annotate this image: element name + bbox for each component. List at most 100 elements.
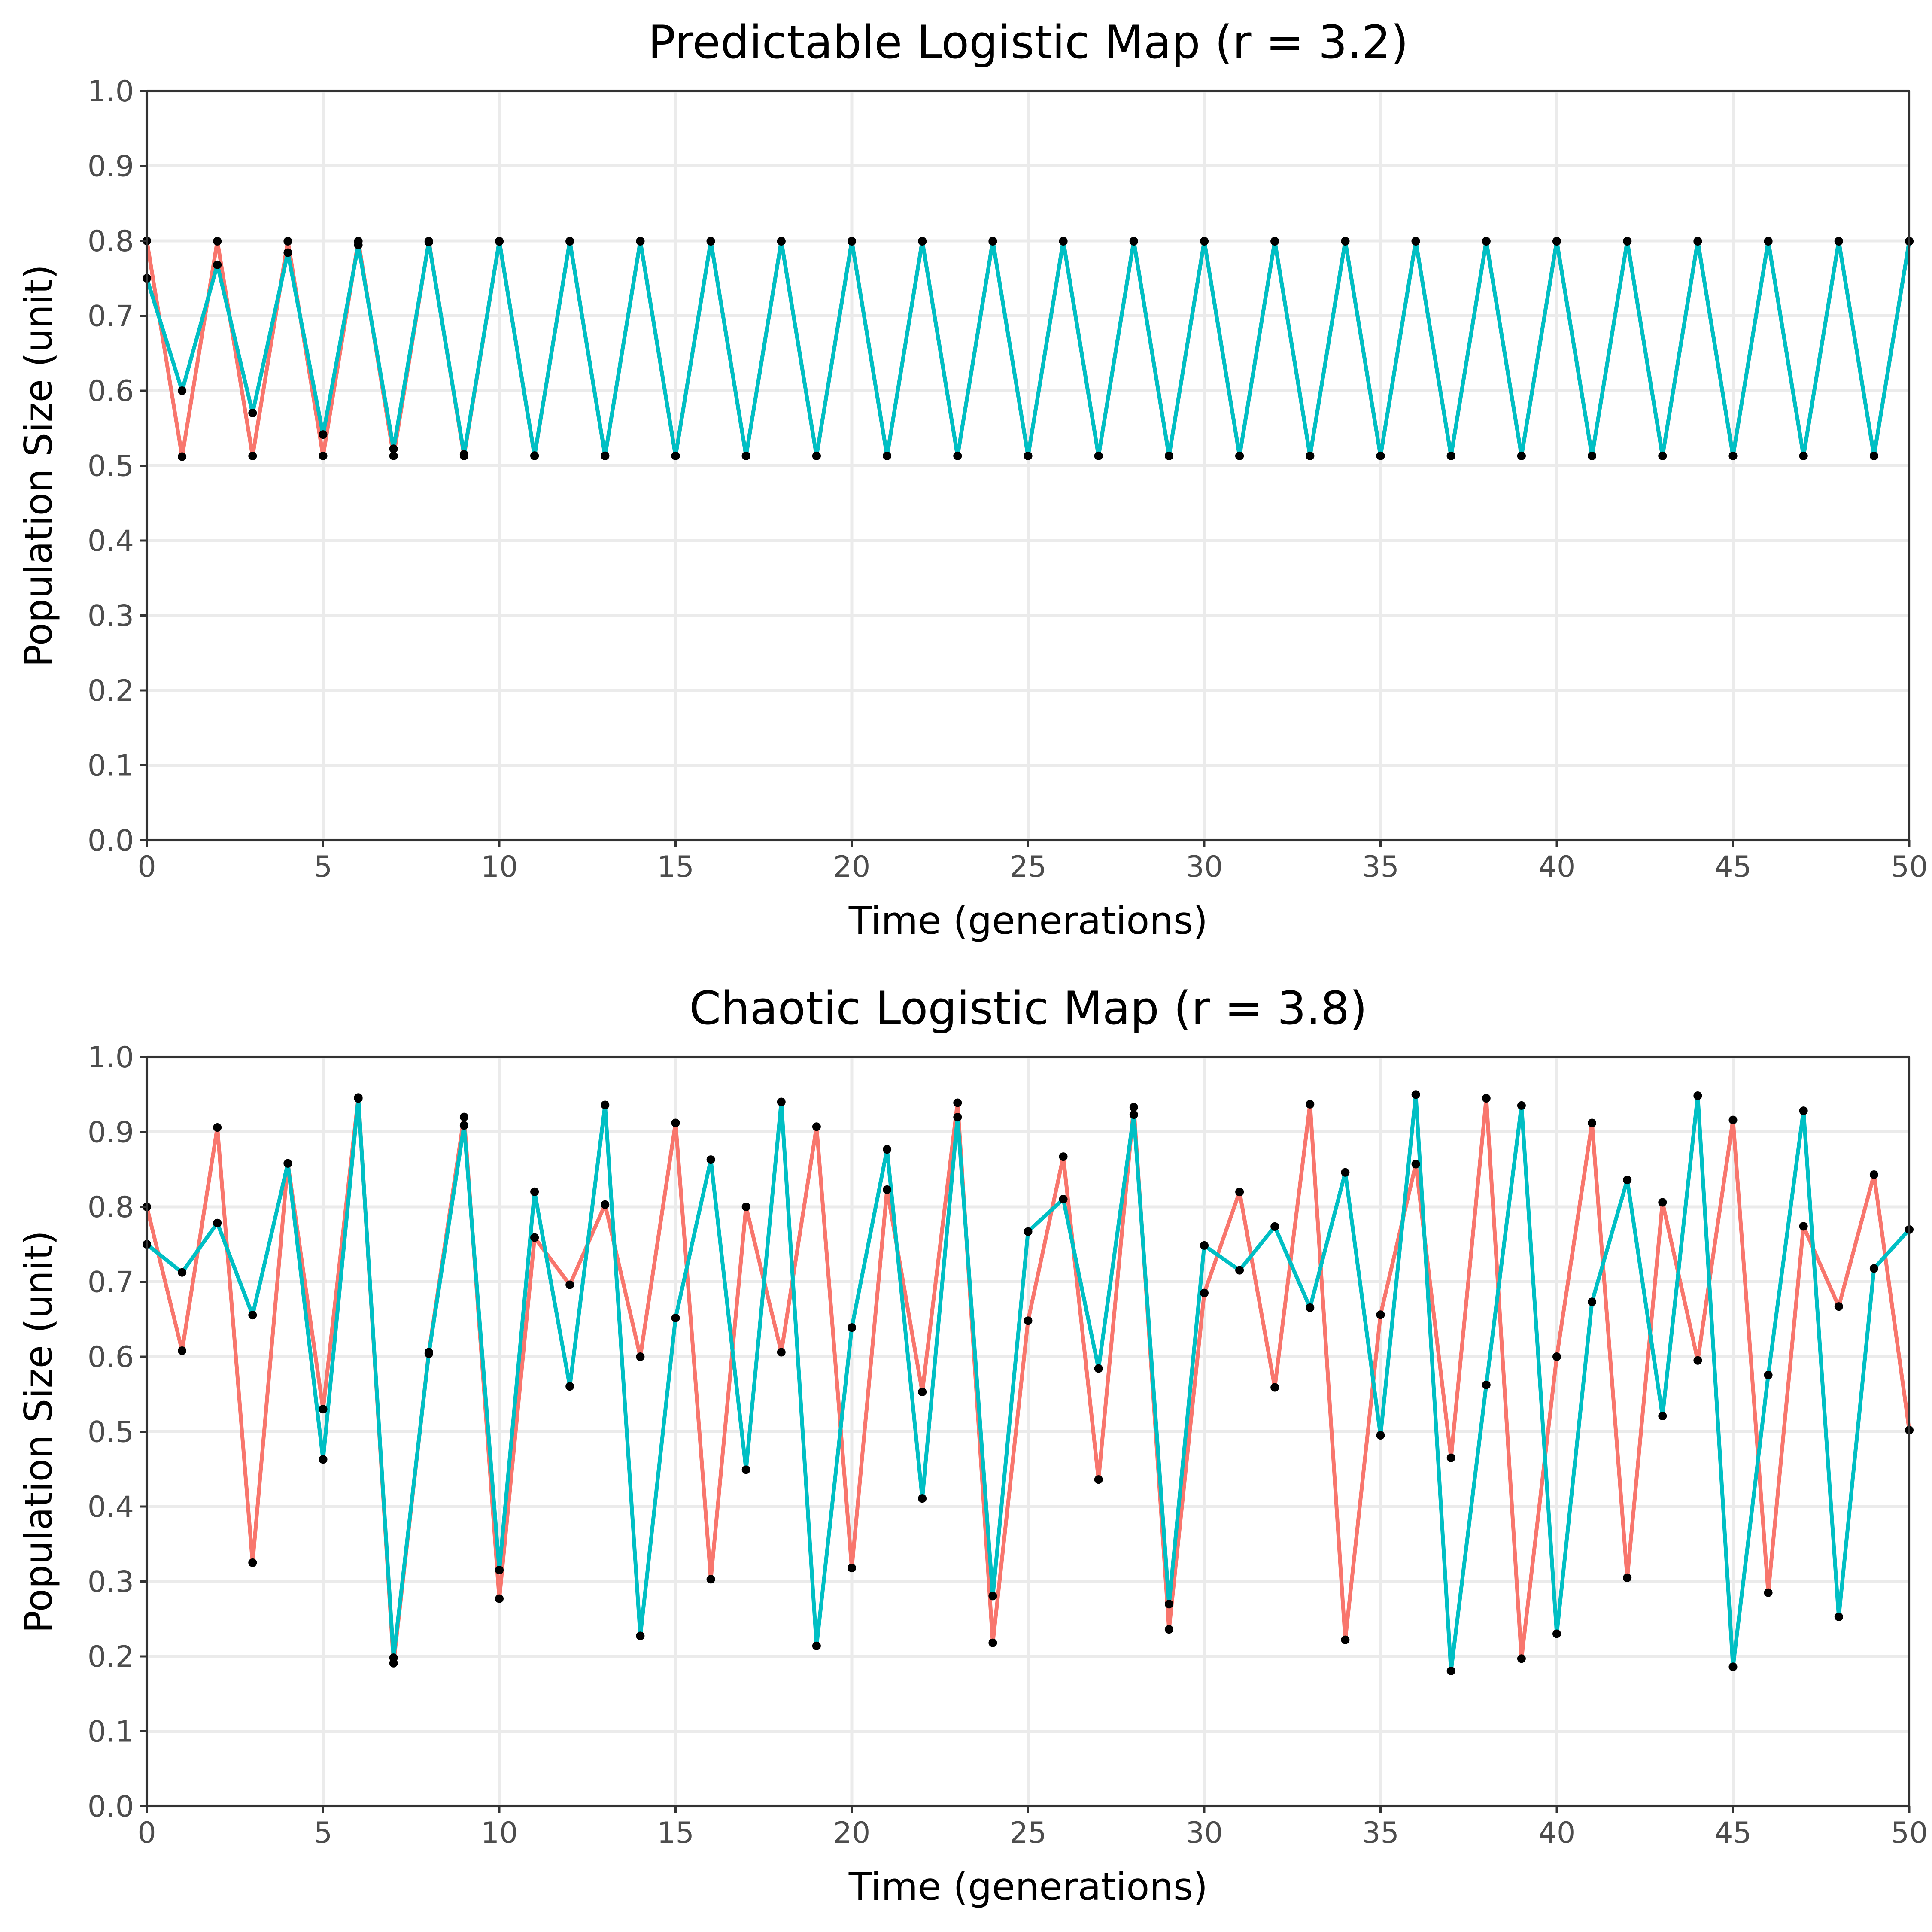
- data-point: [848, 1323, 856, 1332]
- data-point: [213, 260, 222, 269]
- x-tick-label: 50: [1891, 1816, 1928, 1850]
- data-point: [706, 1155, 715, 1164]
- data-point: [1411, 1160, 1420, 1169]
- y-axis-label: Population Size (unit): [16, 264, 61, 667]
- data-point: [1517, 1101, 1526, 1110]
- data-point: [354, 1094, 363, 1103]
- data-point: [671, 451, 680, 460]
- x-tick-label: 30: [1186, 1816, 1223, 1850]
- data-point: [918, 1388, 927, 1397]
- data-point: [248, 409, 257, 418]
- data-point: [283, 248, 292, 257]
- data-point: [1588, 1118, 1597, 1127]
- y-axis-label: Population Size (unit): [16, 1230, 61, 1633]
- data-point: [601, 1200, 610, 1209]
- data-point: [1164, 451, 1173, 460]
- data-point: [319, 430, 328, 439]
- data-point: [565, 1382, 574, 1391]
- data-point: [1129, 1110, 1138, 1119]
- y-tick-label: 0.4: [88, 524, 134, 558]
- data-point: [178, 1268, 187, 1277]
- data-point: [601, 451, 610, 460]
- data-point: [1693, 237, 1702, 246]
- data-point: [283, 1159, 292, 1168]
- data-point: [953, 1098, 962, 1107]
- data-point: [248, 1311, 257, 1320]
- data-point: [283, 237, 292, 246]
- y-tick-label: 0.7: [88, 1266, 134, 1300]
- data-point: [530, 451, 539, 460]
- x-tick-label: 35: [1362, 850, 1399, 884]
- data-point: [636, 1352, 645, 1361]
- data-point: [248, 1558, 257, 1567]
- x-tick-label: 25: [1009, 1816, 1047, 1850]
- data-point: [1411, 1090, 1420, 1099]
- data-point: [1129, 237, 1138, 246]
- x-tick-label: 0: [137, 1816, 156, 1850]
- data-point: [565, 237, 574, 246]
- data-point: [636, 1631, 645, 1640]
- data-point: [1270, 237, 1279, 246]
- data-point: [459, 450, 468, 459]
- data-point: [1799, 451, 1808, 460]
- data-point: [706, 1575, 715, 1584]
- data-point: [213, 237, 222, 246]
- data-point: [1834, 237, 1843, 246]
- data-point: [178, 452, 187, 461]
- chart-title: Predictable Logistic Map (r = 3.2): [648, 16, 1408, 69]
- y-tick-label: 0.3: [88, 599, 134, 633]
- data-point: [1235, 451, 1244, 460]
- x-tick-label: 15: [657, 850, 694, 884]
- data-point: [1306, 1303, 1315, 1312]
- y-tick-label: 0.5: [88, 1416, 134, 1449]
- data-point: [1728, 451, 1738, 460]
- data-point: [988, 1638, 997, 1647]
- data-point: [1764, 1588, 1773, 1597]
- data-point: [1270, 1383, 1279, 1392]
- data-point: [953, 1113, 962, 1122]
- data-point: [741, 1465, 750, 1474]
- data-point: [1834, 1612, 1843, 1621]
- data-point: [953, 451, 962, 460]
- data-point: [1588, 1297, 1597, 1306]
- data-point: [1341, 1168, 1350, 1177]
- x-tick-label: 45: [1714, 850, 1752, 884]
- data-point: [495, 1565, 504, 1574]
- x-tick-label: 5: [314, 1816, 332, 1850]
- data-point: [988, 237, 997, 246]
- x-tick-label: 35: [1362, 1816, 1399, 1850]
- x-tick-label: 5: [314, 850, 332, 884]
- data-point: [812, 1122, 821, 1131]
- data-point: [883, 1145, 892, 1154]
- data-point: [495, 1594, 504, 1603]
- data-point: [1623, 1176, 1632, 1185]
- data-point: [1482, 1094, 1491, 1103]
- data-point: [1869, 451, 1878, 460]
- data-point: [883, 451, 892, 460]
- data-point: [601, 1100, 610, 1109]
- predictable-chart-panel: Predictable Logistic Map (r = 3.2) 0.00.…: [16, 16, 1928, 943]
- data-point: [1728, 1115, 1738, 1124]
- data-point: [1658, 1412, 1667, 1421]
- data-point: [1552, 1629, 1561, 1638]
- data-point: [812, 451, 821, 460]
- y-tick-label: 0.0: [88, 1790, 134, 1824]
- y-tick-label: 0.3: [88, 1565, 134, 1599]
- x-axis-label: Time (generations): [848, 1865, 1208, 1909]
- data-point: [1446, 451, 1455, 460]
- plot-area: 0.0 0.1 0.2 0.3 0.4 0.5 0.6 0.7 0.8 0.9 1.0 0 5 10 15 2…: [88, 75, 1928, 884]
- data-point: [1024, 1316, 1033, 1325]
- y-tick-label: 0.1: [88, 749, 134, 783]
- y-tick-label: 0.5: [88, 450, 134, 483]
- data-point: [389, 451, 398, 460]
- data-point: [1376, 451, 1385, 460]
- x-tick-label: 20: [833, 850, 871, 884]
- y-tick-label: 0.6: [88, 374, 134, 408]
- data-point: [530, 1187, 539, 1196]
- data-point: [1164, 1625, 1173, 1634]
- data-point: [1094, 451, 1103, 460]
- data-point: [1376, 1431, 1385, 1440]
- y-tick-label: 0.2: [88, 1640, 134, 1674]
- data-point: [1024, 451, 1033, 460]
